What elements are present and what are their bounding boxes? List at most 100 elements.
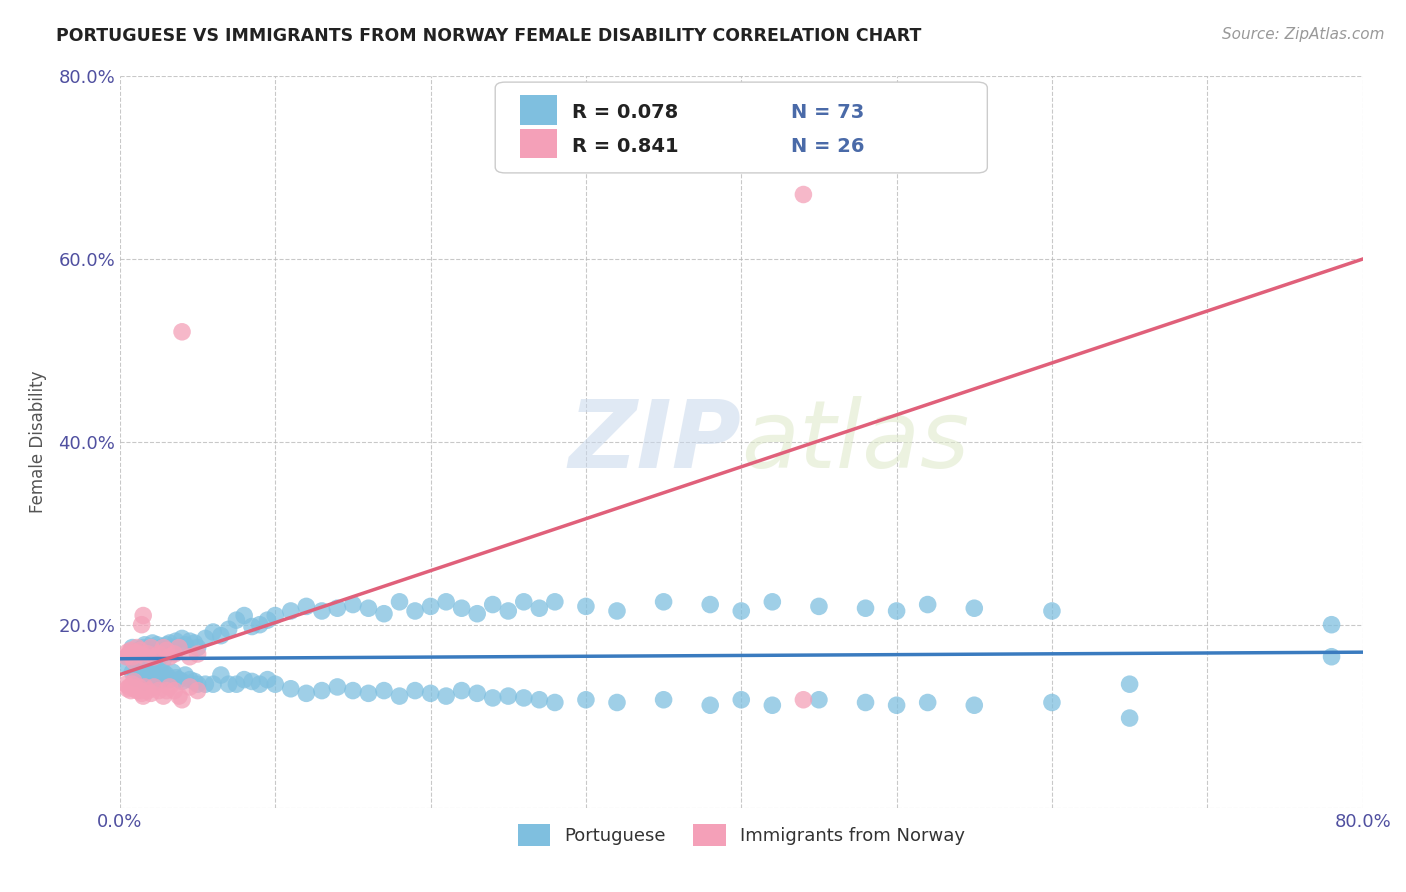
Point xyxy=(148,683,170,698)
Point xyxy=(165,634,187,648)
Point xyxy=(159,649,181,664)
Point xyxy=(163,647,186,661)
Point xyxy=(170,692,193,706)
Point xyxy=(357,686,380,700)
Point xyxy=(128,643,150,657)
Point xyxy=(139,664,162,678)
Point xyxy=(342,683,364,698)
Point xyxy=(124,645,146,659)
Point xyxy=(434,595,457,609)
Point xyxy=(194,677,217,691)
Point xyxy=(122,674,145,689)
Point xyxy=(699,698,721,713)
Text: ZIP: ZIP xyxy=(568,396,741,488)
Point xyxy=(150,673,173,687)
Point xyxy=(179,680,201,694)
Point xyxy=(134,649,156,664)
Point xyxy=(125,640,148,655)
Point xyxy=(544,595,567,609)
Point xyxy=(131,654,153,668)
Text: PORTUGUESE VS IMMIGRANTS FROM NORWAY FEMALE DISABILITY CORRELATION CHART: PORTUGUESE VS IMMIGRANTS FROM NORWAY FEM… xyxy=(56,27,921,45)
Point xyxy=(575,692,598,706)
Point xyxy=(143,665,166,680)
Y-axis label: Female Disability: Female Disability xyxy=(30,370,46,513)
Point xyxy=(146,638,169,652)
Point xyxy=(170,674,193,689)
Point xyxy=(855,601,877,615)
Point xyxy=(404,683,426,698)
FancyBboxPatch shape xyxy=(520,128,557,158)
FancyBboxPatch shape xyxy=(520,95,557,125)
Point xyxy=(143,649,166,664)
Point xyxy=(886,698,908,713)
Point xyxy=(606,696,628,710)
Point xyxy=(963,601,986,615)
Point xyxy=(125,664,148,678)
Point xyxy=(481,690,503,705)
Point xyxy=(146,674,169,689)
Point xyxy=(139,686,162,700)
Point xyxy=(187,640,209,655)
Point xyxy=(141,636,163,650)
Point xyxy=(1040,696,1063,710)
Point xyxy=(118,680,141,694)
Point xyxy=(652,692,675,706)
Point xyxy=(240,619,263,633)
Text: R = 0.841: R = 0.841 xyxy=(572,137,679,156)
Point xyxy=(699,598,721,612)
Point xyxy=(167,640,190,655)
Text: N = 26: N = 26 xyxy=(792,137,865,156)
Point xyxy=(145,668,167,682)
Point xyxy=(129,649,152,664)
Point xyxy=(326,601,349,615)
Point xyxy=(249,677,271,691)
Point xyxy=(388,595,411,609)
Point xyxy=(138,668,160,682)
Point xyxy=(240,674,263,689)
Point xyxy=(419,686,441,700)
Point xyxy=(179,634,201,648)
Point xyxy=(115,677,138,691)
Point xyxy=(326,680,349,694)
Point xyxy=(730,692,752,706)
Point xyxy=(145,649,167,664)
Point xyxy=(187,647,209,661)
Point xyxy=(134,638,156,652)
Point xyxy=(465,686,488,700)
Point xyxy=(917,598,939,612)
Point xyxy=(132,689,155,703)
Point xyxy=(149,665,172,680)
Point xyxy=(148,645,170,659)
Point xyxy=(155,668,177,682)
Point xyxy=(419,599,441,614)
Point xyxy=(148,647,170,661)
Point xyxy=(256,673,278,687)
Text: Source: ZipAtlas.com: Source: ZipAtlas.com xyxy=(1222,27,1385,42)
Point xyxy=(152,689,174,703)
Point xyxy=(167,673,190,687)
Legend: Portuguese, Immigrants from Norway: Portuguese, Immigrants from Norway xyxy=(510,817,972,854)
Point xyxy=(202,625,225,640)
Point xyxy=(132,668,155,682)
Point xyxy=(342,598,364,612)
Point xyxy=(120,643,142,657)
Point xyxy=(134,680,156,694)
Point xyxy=(117,645,139,659)
Point xyxy=(129,683,152,698)
Text: atlas: atlas xyxy=(741,396,970,487)
Point xyxy=(465,607,488,621)
Point xyxy=(121,677,143,691)
Point xyxy=(125,683,148,698)
Point xyxy=(118,647,141,661)
Point xyxy=(187,677,209,691)
Point xyxy=(117,649,139,664)
Point xyxy=(280,681,302,696)
Point xyxy=(807,692,830,706)
Point xyxy=(218,622,240,636)
Point xyxy=(575,599,598,614)
Point xyxy=(373,607,395,621)
Point xyxy=(121,649,143,664)
Point xyxy=(167,689,190,703)
Point xyxy=(134,674,156,689)
Point xyxy=(357,601,380,615)
